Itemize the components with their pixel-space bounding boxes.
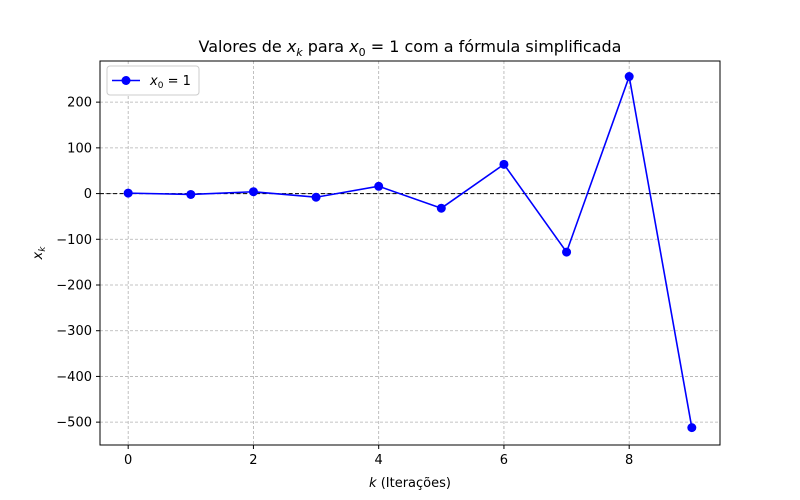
plot-frame (99, 60, 721, 446)
y-axis-ticks: −500 −400 −300 −200 −100 0 100 200 (56, 96, 100, 431)
x-tick-label: 4 (375, 453, 383, 468)
x-tick-label: 6 (500, 453, 508, 468)
y-axis-label: xk (31, 246, 48, 261)
x-axis-label: k (Iterações) (369, 476, 451, 491)
x-tick-label: 8 (625, 453, 633, 468)
data-point (374, 181, 384, 191)
series-group (123, 72, 697, 433)
data-point (562, 247, 572, 257)
y-tick-label: −400 (56, 370, 92, 385)
y-tick-label: 200 (67, 96, 92, 111)
data-point (687, 423, 697, 433)
data-point (499, 159, 509, 169)
legend: x0 = 1 (106, 65, 200, 96)
legend-label: x0 = 1 (149, 74, 191, 91)
y-tick-label: 0 (84, 187, 92, 202)
y-tick-label: −300 (56, 324, 92, 339)
data-point (311, 192, 321, 202)
data-point (186, 189, 196, 199)
y-tick-label: −100 (56, 233, 92, 248)
series-line (128, 73, 693, 428)
x-tick-label: 0 (124, 453, 132, 468)
y-tick-label: −500 (56, 416, 92, 431)
data-point (624, 72, 634, 82)
x-axis-ticks: 0 2 4 6 8 (124, 445, 633, 468)
y-tick-label: 100 (67, 141, 92, 156)
data-point (436, 203, 446, 213)
chart-title: Valores de xk para x0 = 1 com a fórmula … (199, 37, 622, 59)
legend-box (106, 65, 200, 96)
x-tick-label: 2 (249, 453, 257, 468)
data-point (248, 187, 258, 197)
legend-marker-swatch (121, 76, 131, 85)
y-tick-label: −200 (56, 279, 92, 294)
data-point (123, 188, 133, 198)
